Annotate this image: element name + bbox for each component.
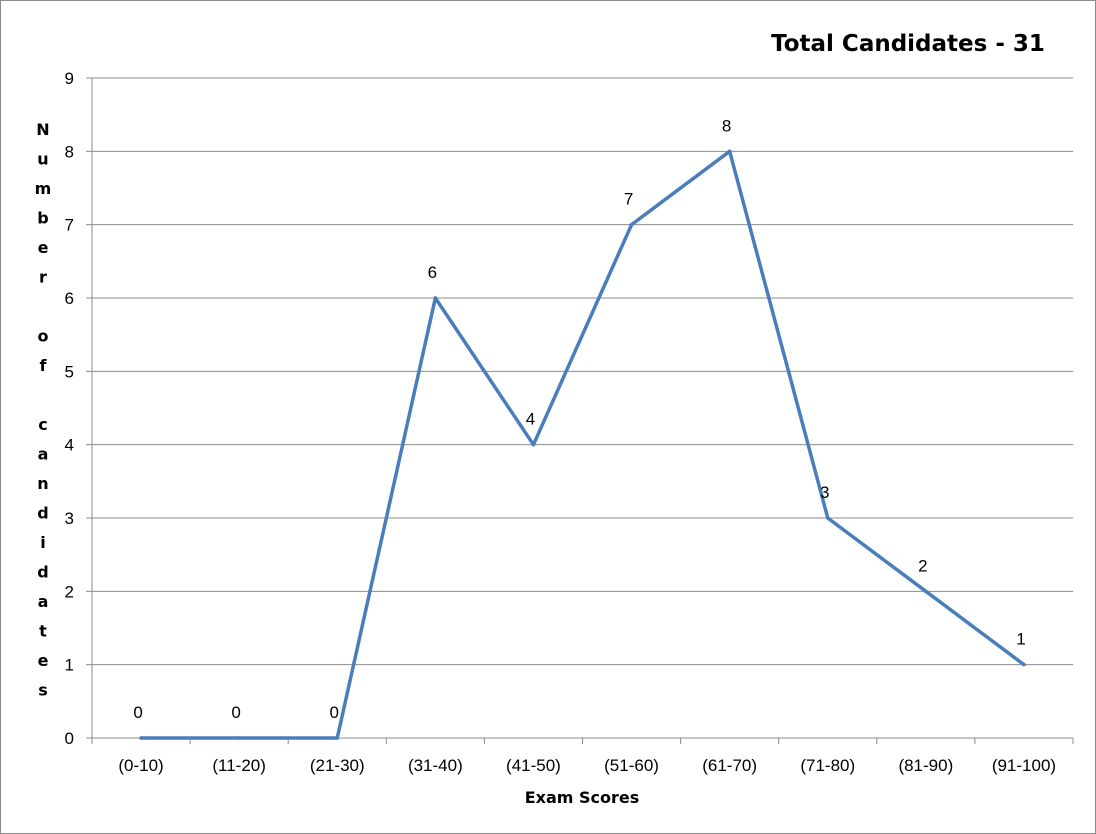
- data-point: [629, 222, 634, 227]
- data-point: [237, 736, 241, 740]
- data-point: [335, 736, 340, 740]
- y-axis-label-char: b: [37, 209, 48, 228]
- data-point: [531, 442, 536, 447]
- y-axis-label-char: a: [38, 445, 49, 464]
- y-axis-label-char: m: [35, 179, 52, 198]
- y-axis-label-char: i: [40, 533, 45, 552]
- data-label: 7: [624, 190, 633, 209]
- x-tick-label: (71-80): [800, 756, 855, 775]
- y-tick-label: 7: [65, 216, 74, 235]
- y-tick-label: 4: [65, 436, 74, 455]
- y-axis-label-char: r: [39, 268, 47, 287]
- data-label: 3: [820, 483, 829, 502]
- y-axis-label-char: n: [37, 474, 48, 493]
- y-axis-label-char: d: [37, 563, 48, 582]
- y-axis-label-char: s: [38, 681, 48, 700]
- data-label: 4: [526, 410, 535, 429]
- gridlines: [92, 77, 1073, 666]
- y-tick-label: 1: [65, 656, 74, 675]
- series-line: [141, 149, 1025, 740]
- y-axis-label-char: u: [37, 150, 48, 169]
- data-point: [139, 736, 143, 740]
- x-tick-label: (51-60): [604, 756, 659, 775]
- data-label: 2: [918, 556, 927, 575]
- data-label: 6: [428, 263, 437, 282]
- data-label: 1: [1016, 630, 1025, 649]
- y-axis-label-char: t: [39, 622, 47, 641]
- x-tick-label: (0-10): [118, 756, 163, 775]
- y-tick-label: 6: [65, 289, 74, 308]
- y-axis-label-char: a: [38, 592, 49, 611]
- y-axis-label-char: d: [37, 504, 48, 523]
- data-label: 0: [330, 703, 339, 722]
- y-tick-labels: 0 1 2 3 4 5 6 7 8 9: [65, 69, 74, 748]
- y-axis-label-char: N: [36, 120, 49, 139]
- x-tick-label: (41-50): [506, 756, 561, 775]
- data-label: 8: [722, 116, 731, 135]
- y-tick-label: 0: [65, 729, 74, 748]
- data-point: [433, 296, 438, 300]
- y-tick-label: 2: [65, 582, 74, 601]
- y-axis-label-char: f: [40, 356, 48, 375]
- data-label: 0: [231, 703, 240, 722]
- y-axis-label-char: e: [38, 238, 49, 257]
- y-tick-label: 5: [65, 362, 74, 381]
- y-tick-label: 9: [65, 69, 74, 88]
- data-point: [825, 516, 830, 520]
- series-group: [139, 149, 1026, 740]
- x-tick-label: (31-40): [408, 756, 463, 775]
- x-tick-label: (61-70): [702, 756, 757, 775]
- data-point: [727, 149, 732, 154]
- chart-title: Total Candidates - 31: [771, 31, 1045, 57]
- data-point: [1022, 662, 1026, 667]
- y-axis-label-char: c: [38, 415, 47, 434]
- x-tick-label: (21-30): [310, 756, 365, 775]
- y-tick-label: 3: [65, 509, 74, 528]
- data-label: 0: [133, 703, 142, 722]
- y-axis-label-char: e: [38, 651, 49, 670]
- axes: [86, 77, 1074, 744]
- y-tick-label: 8: [65, 142, 74, 161]
- x-axis-label: Exam Scores: [525, 788, 640, 807]
- data-point: [924, 589, 928, 594]
- x-tick-label: (81-90): [898, 756, 953, 775]
- x-tick-label: (11-20): [212, 756, 266, 775]
- data-labels: 0 0 0 6 4 7 8 3 2 1: [133, 116, 1025, 722]
- y-axis-label-char: o: [38, 327, 49, 346]
- x-tick-labels: (0-10) (11-20) (21-30) (31-40) (41-50) (51-60…: [118, 756, 1056, 775]
- x-tick-label: (91-100): [992, 756, 1056, 775]
